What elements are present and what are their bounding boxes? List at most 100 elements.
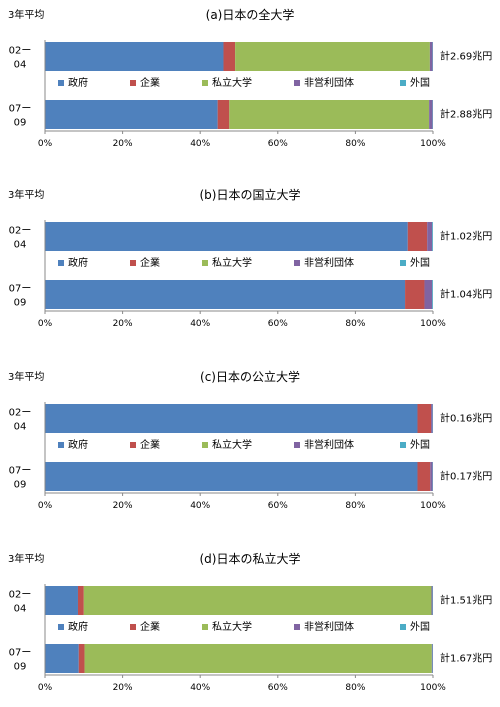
legend-swatch: [130, 442, 136, 448]
total-label: 計2.69兆円: [440, 50, 492, 63]
bar-segment: [235, 42, 430, 71]
corner-label: 3年平均: [8, 188, 44, 201]
legend-swatch: [202, 80, 208, 86]
bar-segment: [45, 644, 79, 673]
corner-label: 3年平均: [8, 370, 44, 383]
legend-label: 外国: [410, 439, 430, 451]
category-label: 09: [14, 662, 27, 673]
x-tick-label: 40%: [190, 139, 210, 149]
legend-label: 企業: [140, 620, 160, 633]
legend-swatch: [58, 442, 64, 448]
category-label: 07ー: [9, 284, 32, 295]
legend-label: 外国: [410, 621, 430, 633]
category-label: 09: [14, 480, 27, 491]
x-tick-label: 100%: [420, 683, 446, 693]
total-label: 計1.04兆円: [440, 288, 492, 301]
x-tick-label: 20%: [113, 683, 133, 693]
bar-segment: [432, 222, 433, 251]
x-tick-label: 80%: [345, 139, 365, 149]
bar-segment: [431, 586, 433, 615]
legend-swatch: [58, 624, 64, 630]
bar-segment: [45, 42, 224, 71]
bar-segment: [45, 222, 408, 251]
category-label: 02ー: [9, 226, 32, 237]
legend-label: 非営利団体: [304, 438, 354, 451]
bar-segment: [223, 42, 236, 71]
bar-segment: [405, 280, 425, 309]
legend-label: 非営利団体: [304, 76, 354, 89]
chart-title: (d)日本の私立大学: [200, 551, 301, 566]
chart-title: (b)日本の国立大学: [200, 187, 301, 202]
bar-segment: [77, 586, 84, 615]
category-label: 02ー: [9, 46, 32, 57]
x-tick-label: 80%: [345, 683, 365, 693]
x-tick-label: 20%: [113, 139, 133, 149]
legend-swatch: [130, 260, 136, 266]
legend-swatch: [400, 442, 406, 448]
x-tick-label: 60%: [268, 139, 288, 149]
legend-swatch: [202, 260, 208, 266]
legend-label: 私立大学: [212, 256, 252, 269]
category-label: 07ー: [9, 466, 32, 477]
legend-swatch: [58, 80, 64, 86]
bar-segment: [45, 100, 218, 129]
legend-label: 非営利団体: [304, 620, 354, 633]
total-label: 計0.16兆円: [440, 412, 492, 425]
legend-swatch: [400, 260, 406, 266]
category-label: 04: [14, 604, 27, 615]
legend-swatch: [400, 80, 406, 86]
legend-swatch: [202, 442, 208, 448]
legend-swatch: [130, 624, 136, 630]
chart-title: (c)日本の公立大学: [200, 369, 300, 384]
category-label: 02ー: [9, 590, 32, 601]
x-tick-label: 0%: [38, 139, 53, 149]
bar-segment: [431, 644, 433, 673]
x-tick-label: 60%: [268, 683, 288, 693]
bar-segment: [417, 462, 431, 491]
legend-label: 私立大学: [212, 76, 252, 89]
x-tick-label: 60%: [268, 501, 288, 511]
chart-title: (a)日本の全大学: [206, 7, 295, 22]
legend-label: 企業: [140, 438, 160, 451]
legend-label: 企業: [140, 76, 160, 89]
legend-label: 外国: [410, 77, 430, 89]
bar-segment: [83, 586, 432, 615]
category-label: 09: [14, 298, 27, 309]
legend-swatch: [294, 624, 300, 630]
category-label: 09: [14, 118, 27, 129]
bar-segment: [45, 404, 418, 433]
bar-segment: [45, 586, 78, 615]
legend-swatch: [400, 624, 406, 630]
x-tick-label: 60%: [268, 319, 288, 329]
bar-segment: [45, 280, 406, 309]
legend-swatch: [58, 260, 64, 266]
category-label: 02ー: [9, 408, 32, 419]
x-tick-label: 80%: [345, 501, 365, 511]
total-label: 計1.51兆円: [440, 594, 492, 607]
x-tick-label: 80%: [345, 319, 365, 329]
bar-segment: [78, 644, 85, 673]
legend-swatch: [130, 80, 136, 86]
x-tick-label: 0%: [38, 683, 53, 693]
total-label: 計2.88兆円: [440, 108, 492, 121]
legend-swatch: [294, 260, 300, 266]
corner-label: 3年平均: [8, 552, 44, 565]
x-tick-label: 20%: [113, 319, 133, 329]
bar-segment: [430, 462, 433, 491]
x-tick-label: 20%: [113, 501, 133, 511]
legend-label: 外国: [410, 257, 430, 269]
x-tick-label: 40%: [190, 683, 210, 693]
corner-label: 3年平均: [8, 8, 44, 21]
bar-segment: [432, 280, 433, 309]
bar-segment: [217, 100, 230, 129]
x-tick-label: 100%: [420, 501, 446, 511]
category-label: 04: [14, 422, 27, 433]
x-tick-label: 0%: [38, 319, 53, 329]
legend-label: 私立大学: [212, 438, 252, 451]
bar-segment: [427, 222, 433, 251]
bar-segment: [424, 280, 433, 309]
x-tick-label: 100%: [420, 139, 446, 149]
legend-label: 政府: [68, 76, 88, 89]
legend-label: 政府: [68, 256, 88, 269]
